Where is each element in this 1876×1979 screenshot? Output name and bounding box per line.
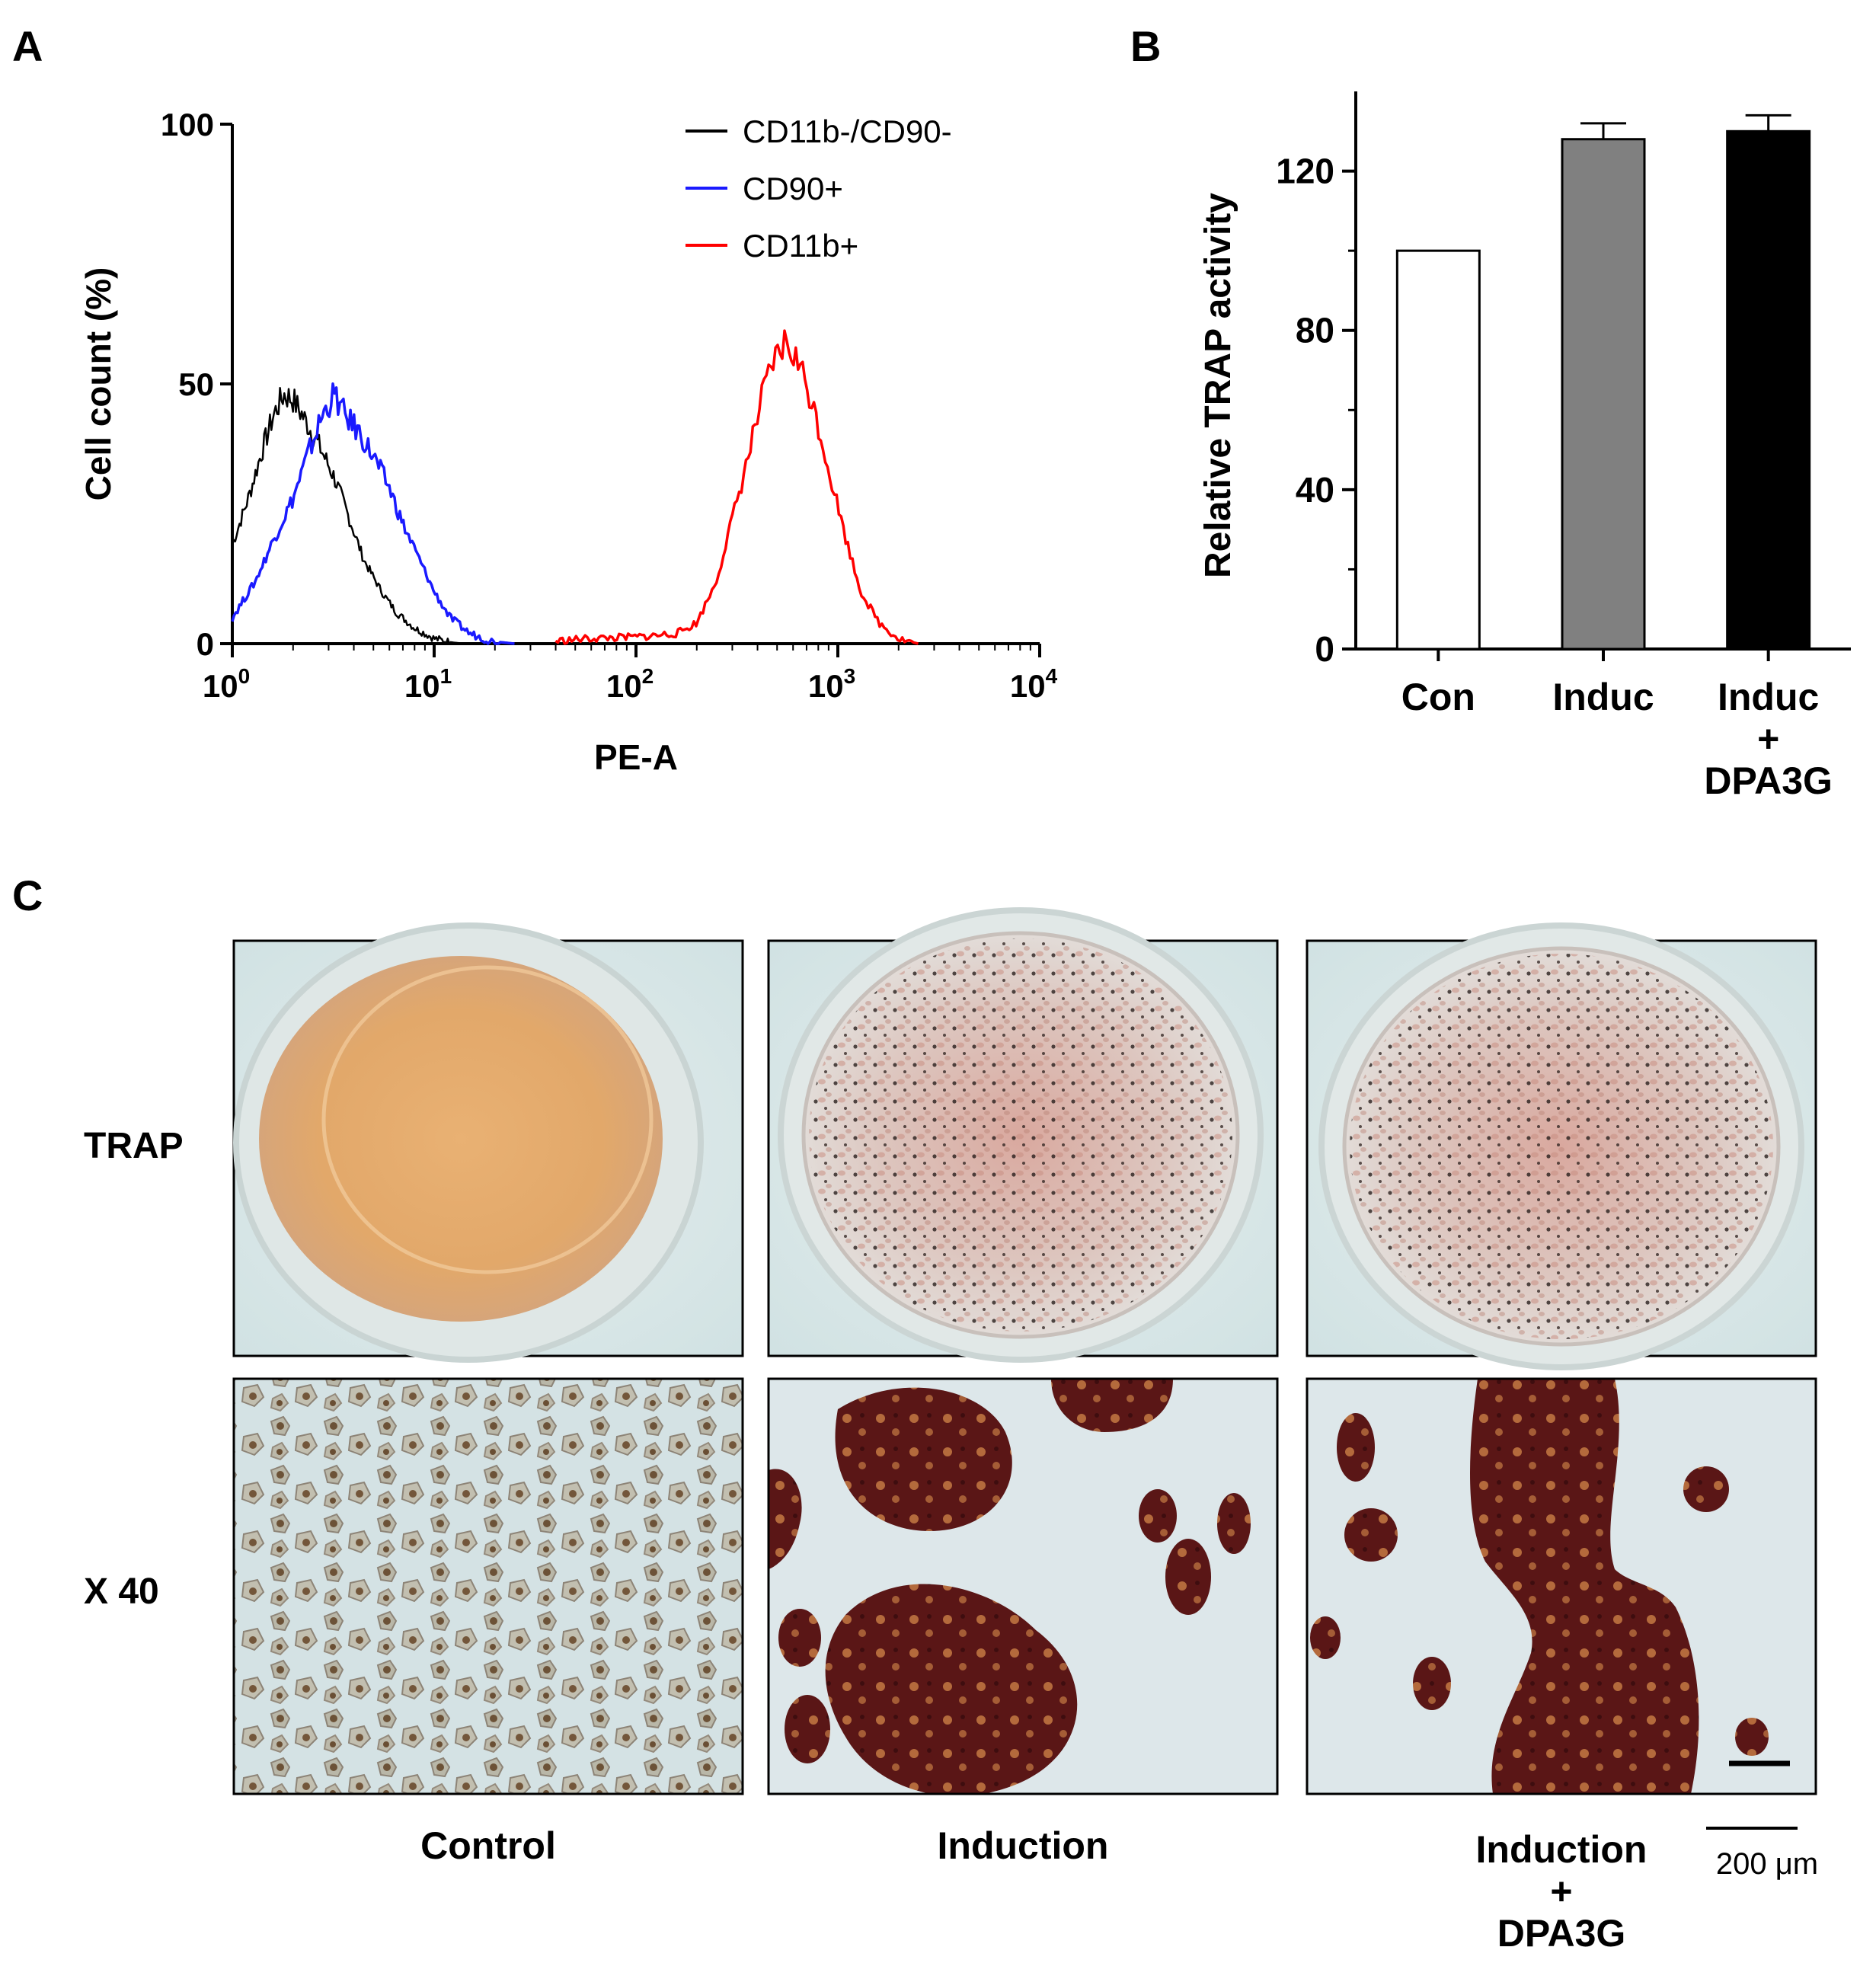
series-line-2 xyxy=(231,382,515,645)
category-label: Con xyxy=(1401,676,1475,718)
category-label: Induc xyxy=(1552,676,1654,718)
trap-well-induction-dpa3g xyxy=(1306,922,1817,1370)
y-tick-label: 50 xyxy=(178,366,214,402)
x-axis-label: PE-A xyxy=(594,737,678,777)
column-label-induction-dpa3g-line2: + xyxy=(1550,1870,1572,1913)
y-tick-label: 120 xyxy=(1276,152,1334,191)
legend-label: CD90+ xyxy=(743,171,843,206)
category-label: + xyxy=(1757,718,1779,760)
column-label-induction-dpa3g-line1: Induction xyxy=(1476,1828,1647,1871)
y-tick-label: 40 xyxy=(1296,470,1334,510)
micrograph-control xyxy=(232,1377,744,1795)
trap-well-induction xyxy=(767,907,1279,1363)
x-tick-label: 104 xyxy=(1010,664,1058,704)
category-label: DPA3G xyxy=(1704,759,1833,802)
series-line-3 xyxy=(554,329,919,645)
micrograph-induction-dpa3g xyxy=(1306,1377,1817,1795)
bar-3 xyxy=(1726,129,1811,651)
x-tick-label: 101 xyxy=(404,664,452,704)
column-label-control: Control xyxy=(420,1824,556,1867)
row-label-trap: TRAP xyxy=(84,1126,184,1166)
y-tick-label: 80 xyxy=(1296,311,1334,350)
legend-label: CD11b-/CD90- xyxy=(743,113,952,149)
column-label-induction-dpa3g-line3: DPA3G xyxy=(1497,1912,1626,1955)
bar-1 xyxy=(1395,249,1481,651)
flow-histogram: 0 50 100 100 101 102 103 104 PE-A Cell count (%) C… xyxy=(78,107,1058,777)
trap-activity-bar-chart: 0 40 80 120 Relative TRAP activity Con Induc In… xyxy=(1198,91,1851,802)
panel-label-a: A xyxy=(12,22,43,70)
bar-2 xyxy=(1561,138,1646,651)
micrograph-induction xyxy=(767,1377,1279,1795)
legend-label: CD11b+ xyxy=(743,228,858,264)
x-tick-label: 103 xyxy=(808,664,855,704)
category-label: Induc xyxy=(1718,676,1819,718)
y-tick-label: 100 xyxy=(161,107,214,142)
panel-label-c: C xyxy=(12,871,43,919)
row-label-x40: X 40 xyxy=(84,1571,159,1612)
series-line-1 xyxy=(231,386,464,645)
x-tick-label: 102 xyxy=(606,664,654,704)
column-label-induction: Induction xyxy=(938,1824,1109,1867)
y-tick-label: 0 xyxy=(1315,629,1334,669)
x-tick-label: 100 xyxy=(203,664,250,704)
trap-well-control xyxy=(232,922,744,1363)
scale-bar-label: 200 μm xyxy=(1716,1847,1818,1881)
y-axis-label: Relative TRAP activity xyxy=(1198,193,1238,578)
panel-label-b: B xyxy=(1130,22,1161,70)
y-axis-label: Cell count (%) xyxy=(78,267,118,501)
y-tick-label: 0 xyxy=(197,626,214,662)
